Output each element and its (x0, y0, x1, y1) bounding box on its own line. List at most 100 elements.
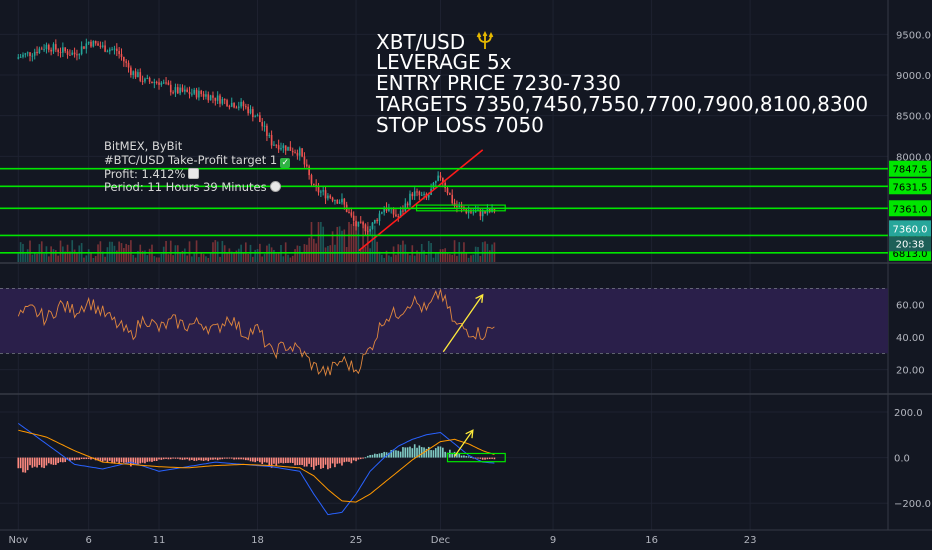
candle-body (392, 207, 395, 215)
volume-bar (376, 241, 378, 262)
candle-body (169, 84, 172, 93)
macd-histogram-bar (233, 457, 235, 460)
volume-bar (427, 241, 430, 262)
macd-histogram-bar (57, 457, 59, 464)
candle-body (144, 78, 146, 82)
macd-histogram-bar (69, 457, 71, 462)
macd-histogram-bar (31, 457, 34, 468)
macd-histogram-bar (155, 457, 158, 462)
macd-histogram-bar (209, 457, 212, 460)
candle-body (221, 99, 224, 104)
volume-bar (40, 241, 43, 262)
macd-histogram-bar (24, 457, 27, 473)
candle-body (378, 213, 381, 222)
candle-body (155, 81, 158, 83)
volume-bar (205, 256, 207, 262)
volume-bar (355, 222, 357, 262)
macd-histogram-bar (488, 457, 491, 460)
rsi-arrow-head (475, 293, 484, 303)
volume-bar (219, 256, 221, 262)
candle-body (85, 43, 88, 49)
volume-bar (296, 245, 299, 262)
candle-body (101, 45, 104, 47)
volume-bar (470, 255, 472, 262)
candle-body (52, 44, 55, 52)
time-tick-label: 11 (153, 535, 166, 546)
macd-histogram-bar (313, 457, 315, 470)
macd-histogram-bar (481, 457, 484, 460)
candle-body (64, 47, 67, 52)
candle-body (24, 53, 27, 55)
candle-body (162, 82, 165, 84)
macd-histogram-bar (202, 457, 205, 461)
candle-body (235, 107, 238, 109)
volume-bar (73, 249, 76, 262)
candle-body (104, 45, 106, 52)
candle-body (308, 166, 310, 176)
candle-body (247, 106, 249, 114)
candle-body (94, 41, 97, 44)
macd-histogram-bar (240, 457, 242, 460)
candle-body (106, 51, 109, 53)
volume-bar (282, 256, 285, 262)
macd-histogram-bar (22, 457, 24, 473)
candle-body (139, 72, 142, 81)
candle-body (491, 207, 493, 212)
candle-body (266, 125, 268, 136)
volume-bar (460, 251, 463, 262)
macd-histogram-bar (291, 457, 294, 464)
macd-histogram-bar (474, 457, 477, 459)
volume-bar (472, 254, 475, 262)
candle-body (449, 193, 451, 195)
macd-histogram-bar (470, 457, 472, 459)
macd-histogram-bar (186, 457, 188, 460)
candle-body (43, 49, 45, 51)
chart-icon (188, 167, 200, 179)
macd-histogram-bar (411, 448, 414, 458)
candle-body (261, 122, 264, 127)
volume-bar (310, 222, 313, 262)
macd-histogram-bar (402, 447, 404, 458)
volume-bar (308, 237, 310, 262)
macd-histogram-bar (355, 457, 357, 462)
macd-histogram-bar (223, 457, 226, 459)
volume-bar (223, 245, 226, 262)
volume-bar (169, 240, 172, 262)
candle-body (366, 231, 369, 233)
macd-histogram-bar (148, 457, 151, 462)
candle-body (334, 200, 336, 202)
candle-body (270, 135, 273, 146)
candle-body (123, 57, 125, 62)
macd-histogram-bar (465, 456, 468, 458)
macd-histogram-bar (479, 457, 482, 459)
time-tick-label: 18 (251, 535, 264, 546)
volume-bar (228, 248, 231, 262)
candle-body (254, 116, 257, 118)
candle-body (172, 92, 174, 94)
candle-body (165, 82, 167, 84)
macd-histogram-bar (409, 446, 411, 458)
candle-body (484, 211, 486, 214)
macd-histogram-bar (484, 457, 486, 460)
volume-bar (263, 253, 266, 262)
candle-body (313, 183, 315, 185)
candle-body (33, 51, 36, 56)
candle-body (373, 219, 376, 223)
macd-histogram-bar (381, 453, 383, 458)
candle-body (273, 144, 275, 146)
volume-bar (233, 252, 235, 262)
candle-body (252, 109, 254, 118)
volume-bar (409, 255, 411, 262)
volume-bar (402, 240, 404, 262)
candle-body (78, 54, 81, 56)
macd-histogram-bar (477, 457, 479, 459)
candle-body (385, 207, 388, 211)
pair-label: XBT/USD (376, 30, 466, 54)
macd-histogram-bar (78, 457, 81, 460)
volume-bar (266, 245, 268, 262)
candle-body (108, 49, 111, 52)
macd-histogram-bar (385, 452, 388, 458)
macd-tick-label: 0.0 (894, 454, 910, 465)
volume-bar (425, 254, 428, 262)
